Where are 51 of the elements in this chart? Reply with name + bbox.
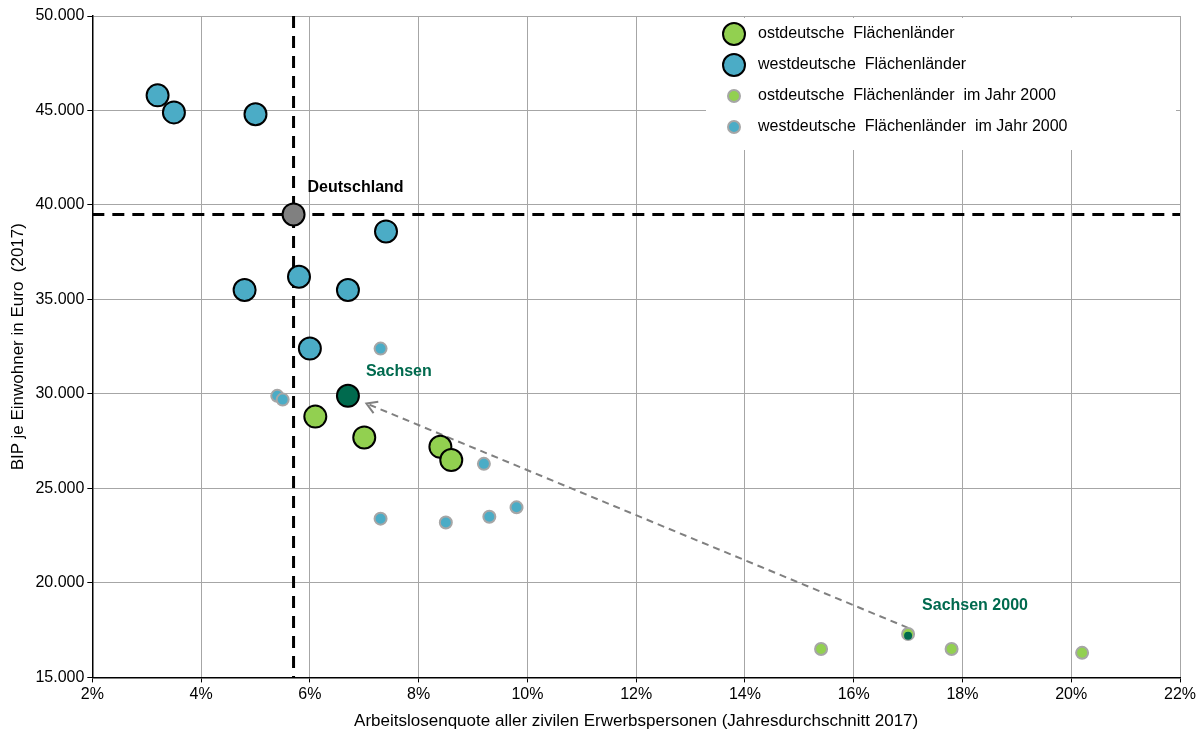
point: [232, 278, 257, 303]
x-tick-label: 4%: [189, 685, 213, 703]
y-tick-label: 35.000: [35, 289, 85, 307]
point: [374, 219, 399, 244]
point: [476, 456, 491, 471]
y-tick-label: 45.000: [35, 100, 85, 118]
legend-label: ostdeutsche Flächenländer im Jahr 2000: [758, 86, 1057, 104]
x-tick-label: 20%: [1055, 685, 1088, 703]
y-tick-label: 20.000: [35, 573, 85, 591]
point: [352, 425, 377, 450]
point: [438, 515, 453, 530]
y-tick-label: 50.000: [35, 6, 85, 24]
point: [243, 102, 268, 127]
legend-label: ostdeutsche Flächenländer: [758, 24, 956, 42]
point: [373, 341, 388, 356]
annotation: Sachsen: [365, 361, 432, 379]
point: [373, 511, 388, 526]
y-tick-label: 40.000: [35, 195, 85, 213]
annotation: Deutschland: [307, 178, 404, 196]
y-tick-label: 30.000: [35, 384, 85, 402]
x-tick-label: 12%: [620, 685, 653, 703]
x-tick-label: 2%: [80, 685, 104, 703]
point: [814, 642, 829, 657]
point: [335, 383, 360, 408]
legend-label: westdeutsche Flächenländer im Jahr 2000: [757, 117, 1068, 135]
point: [297, 336, 322, 361]
x-tick-label: 10%: [511, 685, 544, 703]
point: [944, 642, 959, 657]
x-tick-label: 16%: [837, 685, 870, 703]
x-axis-title: Arbeitslosenquote aller zivilen Erwerbspersonen (Jahresdurchschnitt 2017): [354, 711, 919, 731]
point: [145, 83, 170, 108]
point: [509, 500, 524, 515]
point: [335, 278, 360, 303]
point: [303, 404, 328, 429]
point: [275, 392, 290, 407]
y-tick-label: 15.000: [35, 667, 85, 685]
y-axis-title: BIP je Einwohner in Euro (2017): [7, 223, 27, 471]
x-tick-label: 14%: [728, 685, 761, 703]
point: [1075, 645, 1090, 660]
x-tick-label: 22%: [1163, 685, 1197, 703]
x-tick-label: 8%: [407, 685, 431, 703]
point: [439, 448, 464, 473]
point: [286, 264, 311, 289]
annotation: Sachsen 2000: [922, 595, 1029, 613]
point: [482, 509, 497, 524]
x-tick-label: 18%: [946, 685, 979, 703]
point: [281, 202, 306, 227]
x-tick-label: 6%: [298, 685, 322, 703]
y-tick-label: 25.000: [35, 478, 85, 496]
point: [161, 100, 186, 125]
legend-label: westdeutsche Flächenländer: [757, 55, 967, 73]
